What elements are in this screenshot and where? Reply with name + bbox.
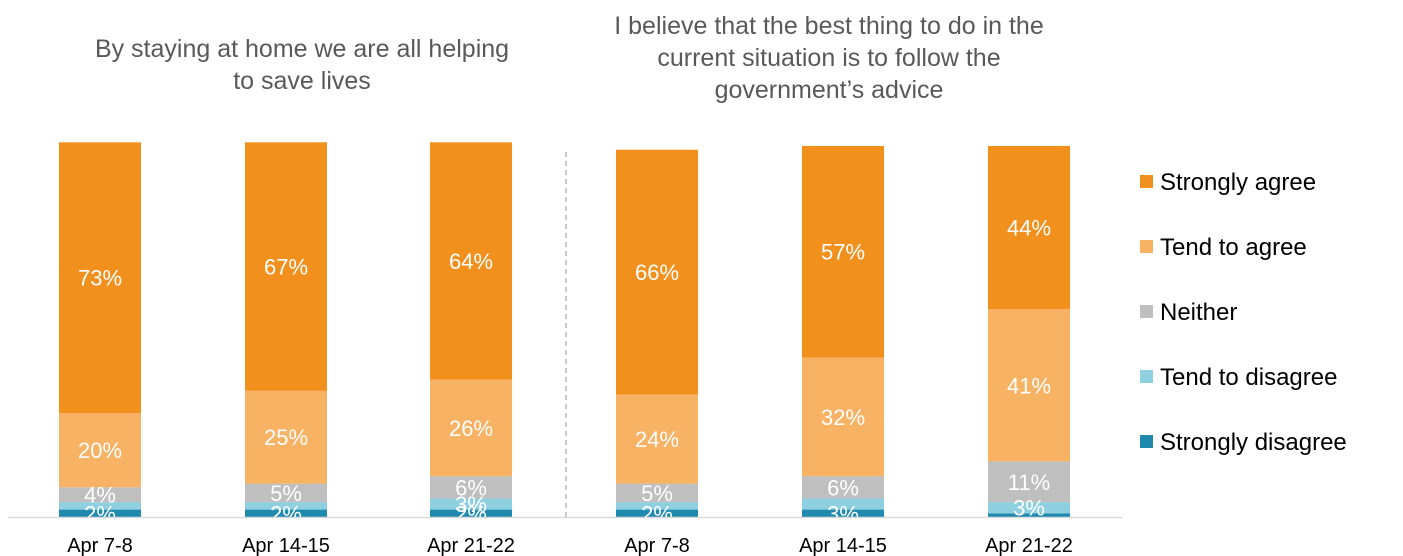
- x-tick-label: Apr 7-8: [67, 535, 133, 556]
- bar-segment-tend-to-disagree: [616, 502, 698, 510]
- bar-segment-tend-to-disagree: [245, 502, 327, 510]
- data-label: 57%: [821, 240, 865, 265]
- data-label: 73%: [78, 266, 122, 291]
- legend-swatch: [1140, 305, 1153, 318]
- data-labels-layer: 2%4%20%73%2%5%25%67%2%3%6%26%64%2%5%24%6…: [78, 216, 1051, 527]
- legend-swatch: [1140, 370, 1153, 383]
- data-label: 64%: [449, 249, 493, 274]
- legend-swatch: [1140, 240, 1153, 253]
- panel-title-line: I believe that the best thing to do in t…: [614, 12, 1043, 40]
- bar-segment-neither: [988, 461, 1070, 503]
- bar-segment-neither: [245, 483, 327, 503]
- data-label: 4%: [84, 483, 116, 508]
- bar-segment-tend-to-disagree: [59, 502, 141, 510]
- panel-title-line: By staying at home we are all helping: [95, 35, 509, 63]
- legend-swatch: [1140, 435, 1153, 448]
- legend-label: Strongly disagree: [1160, 429, 1347, 456]
- data-label: 2%: [641, 501, 673, 526]
- data-label: 66%: [635, 260, 679, 285]
- data-label: 3%: [1013, 496, 1045, 521]
- bar-segment-tend-to-agree: [802, 357, 884, 477]
- bar-segment-tend-to-agree: [430, 379, 512, 477]
- bar-segment-strongly-disagree: [988, 513, 1070, 517]
- legend: Strongly agree Tend to agree Neither Tend t…: [1140, 169, 1347, 456]
- data-label: 44%: [1007, 216, 1051, 241]
- bar-segment-strongly-disagree: [616, 509, 698, 517]
- bar-segment-strongly-agree: [616, 149, 698, 395]
- data-label: 3%: [455, 492, 487, 517]
- bar-segment-strongly-agree: [988, 146, 1070, 310]
- data-label: 2%: [270, 501, 302, 526]
- legend-label: Tend to disagree: [1160, 364, 1337, 391]
- data-label: 26%: [449, 416, 493, 441]
- legend-swatch: [1140, 175, 1153, 188]
- bar-segment-tend-to-agree: [616, 394, 698, 484]
- data-label: 2%: [455, 501, 487, 526]
- x-tick-labels: Apr 7-8 Apr 14-15 Apr 21-22 Apr 7-8 Apr 14-1…: [67, 535, 1073, 556]
- chart-titles: By staying at home we are all helping to …: [95, 12, 1044, 104]
- panel-title-line: government’s advice: [715, 76, 944, 104]
- data-label: 20%: [78, 438, 122, 463]
- bar-segment-strongly-disagree: [430, 509, 512, 517]
- x-tick-label: Apr 14-15: [799, 535, 887, 556]
- bar-segment-neither: [802, 476, 884, 499]
- data-label: 6%: [455, 475, 487, 500]
- data-label: 24%: [635, 427, 679, 452]
- data-label: 67%: [264, 255, 308, 280]
- data-label: 2%: [84, 501, 116, 526]
- data-label: 6%: [827, 475, 859, 500]
- bar-segment-strongly-agree: [59, 142, 141, 414]
- bar-segment-tend-to-agree: [988, 309, 1070, 462]
- legend-label: Neither: [1160, 299, 1237, 326]
- bar-segment-strongly-agree: [430, 142, 512, 380]
- data-label: 5%: [641, 481, 673, 506]
- bar-segment-tend-to-disagree: [430, 498, 512, 510]
- x-tick-label: Apr 21-22: [427, 535, 515, 556]
- panel-title-line: current situation is to follow the: [657, 44, 1000, 72]
- bar-segment-strongly-disagree: [245, 509, 327, 517]
- bar-segment-strongly-disagree: [802, 509, 884, 517]
- data-label: 32%: [821, 405, 865, 430]
- bar-segment-tend-to-agree: [59, 413, 141, 488]
- x-tick-label: Apr 21-22: [985, 535, 1073, 556]
- data-label: 25%: [264, 425, 308, 450]
- bar-segment-strongly-disagree: [59, 509, 141, 517]
- data-label: 5%: [270, 481, 302, 506]
- bar-segment-neither: [616, 483, 698, 503]
- bars-layer: [59, 142, 1070, 517]
- bar-segment-strongly-agree: [245, 142, 327, 391]
- data-label: 11%: [1008, 470, 1050, 495]
- legend-label: Tend to agree: [1160, 234, 1307, 261]
- bar-segment-strongly-agree: [802, 146, 884, 358]
- bar-segment-tend-to-disagree: [802, 498, 884, 510]
- bar-segment-tend-to-agree: [245, 390, 327, 484]
- bar-segment-neither: [59, 487, 141, 503]
- panel-title-line: to save lives: [233, 67, 371, 95]
- legend-label: Strongly agree: [1160, 169, 1316, 196]
- x-tick-label: Apr 7-8: [624, 535, 690, 556]
- bar-segment-tend-to-disagree: [988, 502, 1070, 514]
- data-label: 3%: [827, 501, 859, 526]
- bar-segment-neither: [430, 476, 512, 499]
- x-tick-label: Apr 14-15: [242, 535, 330, 556]
- data-label: 41%: [1007, 373, 1051, 398]
